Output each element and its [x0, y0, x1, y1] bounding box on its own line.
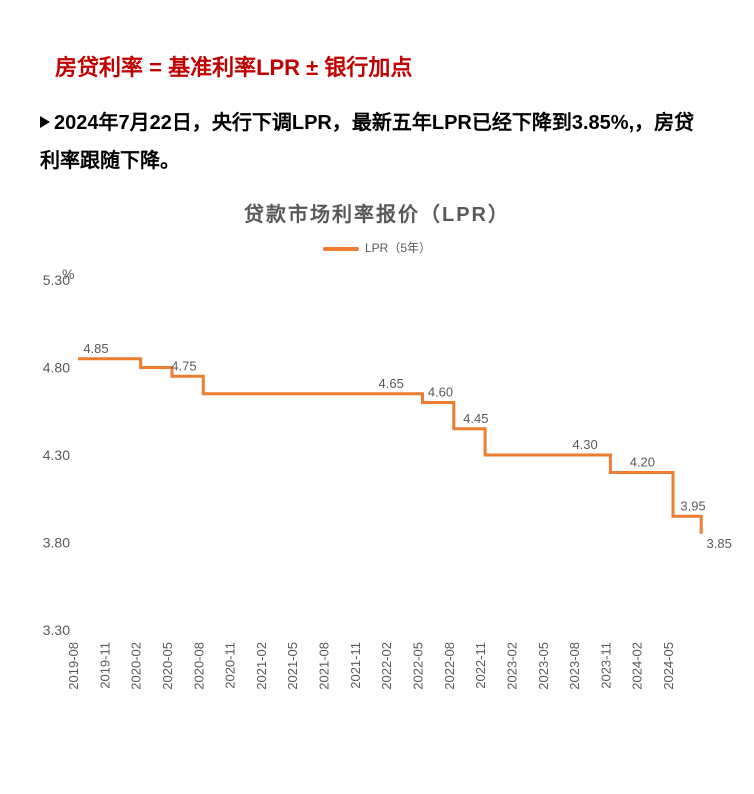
- svg-text:2022-02: 2022-02: [379, 642, 394, 690]
- svg-text:3.95: 3.95: [680, 498, 705, 513]
- legend-swatch: [323, 247, 359, 251]
- svg-text:4.65: 4.65: [379, 376, 404, 391]
- lpr-line-chart: 3.303.804.304.805.302019-082019-112020-0…: [20, 260, 734, 730]
- svg-text:4.75: 4.75: [171, 358, 196, 373]
- svg-text:2021-11: 2021-11: [348, 642, 363, 689]
- svg-text:2020-11: 2020-11: [223, 642, 238, 689]
- svg-text:3.85: 3.85: [707, 536, 732, 551]
- svg-text:2023-11: 2023-11: [598, 642, 613, 689]
- svg-text:2020-05: 2020-05: [160, 642, 175, 690]
- svg-text:2019-08: 2019-08: [66, 642, 81, 690]
- headline-formula: 房贷利率 = 基准利率LPR ± 银行加点: [55, 50, 754, 82]
- chart-area: % 3.303.804.304.805.302019-082019-112020…: [20, 260, 734, 730]
- chart-legend: LPR（5年）: [0, 239, 754, 256]
- svg-text:2023-02: 2023-02: [504, 642, 519, 690]
- svg-text:4.30: 4.30: [572, 437, 597, 452]
- y-axis-unit: %: [62, 266, 74, 282]
- svg-text:4.60: 4.60: [428, 385, 453, 400]
- svg-text:4.85: 4.85: [83, 341, 108, 356]
- svg-text:2022-05: 2022-05: [410, 642, 425, 690]
- svg-text:2024-02: 2024-02: [630, 642, 645, 690]
- svg-text:2020-08: 2020-08: [191, 642, 206, 690]
- svg-text:2021-08: 2021-08: [317, 642, 332, 690]
- chart-title: 贷款市场利率报价（LPR）: [0, 198, 754, 227]
- svg-text:2021-05: 2021-05: [285, 642, 300, 690]
- svg-text:4.45: 4.45: [463, 411, 488, 426]
- svg-text:4.30: 4.30: [43, 447, 70, 463]
- legend-label: LPR（5年）: [365, 241, 431, 255]
- svg-text:2019-11: 2019-11: [97, 642, 112, 689]
- svg-text:2023-05: 2023-05: [536, 642, 551, 690]
- sub-line: 2024年7月22日，央行下调LPR，最新五年LPR已经下降到3.85%,，房贷…: [40, 104, 714, 180]
- svg-text:2022-08: 2022-08: [442, 642, 457, 690]
- svg-text:3.80: 3.80: [43, 535, 70, 551]
- bullet-arrow-icon: [40, 116, 50, 128]
- svg-text:2022-11: 2022-11: [473, 642, 488, 689]
- sub-line-text: 2024年7月22日，央行下调LPR，最新五年LPR已经下降到3.85%,，房贷…: [40, 112, 694, 172]
- svg-text:2020-02: 2020-02: [129, 642, 144, 690]
- svg-text:3.30: 3.30: [43, 622, 70, 638]
- svg-text:4.80: 4.80: [43, 360, 70, 376]
- svg-text:2024-05: 2024-05: [661, 642, 676, 690]
- svg-text:4.20: 4.20: [630, 455, 655, 470]
- svg-text:2023-08: 2023-08: [567, 642, 582, 690]
- svg-text:2021-02: 2021-02: [254, 642, 269, 690]
